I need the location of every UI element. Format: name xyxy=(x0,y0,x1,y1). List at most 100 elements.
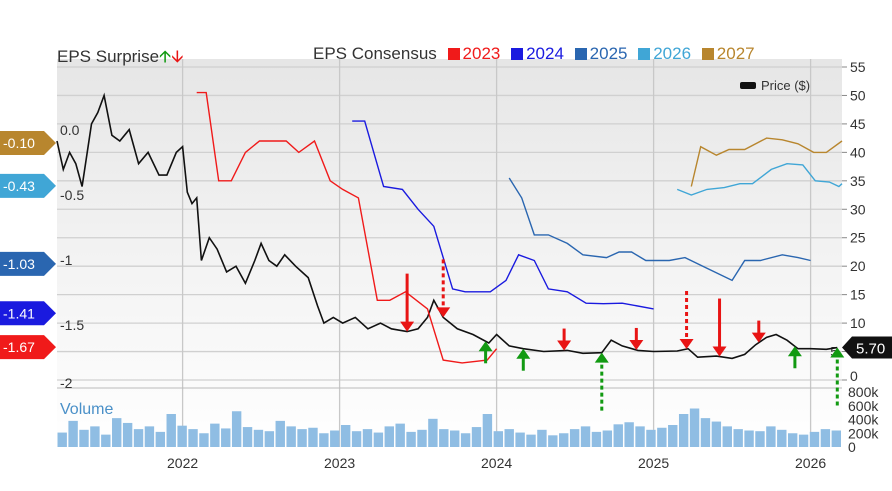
price-tick-label: 20 xyxy=(850,258,866,274)
surprise-flag-2026 xyxy=(0,173,56,198)
price-tick-label: 25 xyxy=(850,230,866,246)
volume-bar xyxy=(297,429,307,447)
volume-bar xyxy=(700,418,711,447)
volume-bar xyxy=(362,429,373,447)
down-arrow-icon xyxy=(712,346,727,357)
surprise-flag-2025 xyxy=(0,251,56,276)
volume-bar xyxy=(471,427,482,447)
volume-bar xyxy=(68,420,78,447)
price-legend: Price ($) xyxy=(740,78,810,93)
volume-bar xyxy=(439,429,449,447)
legend-2023: 2023 xyxy=(447,44,500,64)
volume-bar xyxy=(57,432,67,447)
volume-bar xyxy=(144,426,155,447)
volume-bar xyxy=(330,430,340,447)
down-arrow-icon: 🡫 xyxy=(171,47,184,66)
volume-bar xyxy=(133,429,144,447)
volume-bar xyxy=(820,429,831,447)
surprise-flag-value: -1.41 xyxy=(3,305,35,321)
volume-bar xyxy=(678,414,689,447)
volume-bar xyxy=(264,431,275,447)
volume-bar xyxy=(155,431,166,447)
down-arrow-icon xyxy=(751,332,766,343)
volume-bar xyxy=(210,423,220,447)
volume-tick-label: 0 xyxy=(848,439,856,455)
volume-bar xyxy=(417,429,427,447)
volume-bar xyxy=(591,431,602,447)
volume-tick-label: 400k xyxy=(848,412,879,428)
volume-bar xyxy=(602,430,613,447)
plot-background xyxy=(57,59,842,447)
down-arrow-icon xyxy=(400,321,415,332)
down-arrow-icon xyxy=(436,307,451,318)
up-arrow-icon xyxy=(594,352,609,363)
volume-bar xyxy=(668,425,678,447)
price-tick-label: 45 xyxy=(850,116,866,132)
volume-bar xyxy=(493,431,504,447)
volume-bar xyxy=(253,429,264,447)
series-line-2025 xyxy=(508,177,811,282)
last-price-tag xyxy=(842,336,892,359)
legend-2024: 2024 xyxy=(511,44,564,64)
volume-bar xyxy=(450,430,460,447)
surprise-flag-2027 xyxy=(0,131,56,155)
volume-bar xyxy=(755,431,765,447)
up-arrow-icon xyxy=(787,346,802,357)
volume-bar xyxy=(166,414,176,447)
surprise-flag-value: -0.43 xyxy=(3,178,35,194)
volume-bar xyxy=(384,426,394,447)
price-tick-label: 50 xyxy=(850,87,866,103)
volume-bar xyxy=(809,431,820,447)
surprise-tick-label: 0.0 xyxy=(60,122,80,138)
volume-bar xyxy=(286,426,296,447)
volume-bar xyxy=(744,430,754,447)
x-tick-label: 2022 xyxy=(167,455,198,471)
volume-bar xyxy=(177,425,187,447)
volume-bar xyxy=(308,427,318,447)
volume-bar xyxy=(624,422,634,447)
volume-bar xyxy=(580,426,591,447)
surprise-flag-2024 xyxy=(0,301,56,326)
volume-bar xyxy=(122,422,133,447)
volume-bar xyxy=(526,434,536,447)
price-tick-label: 15 xyxy=(850,287,866,303)
volume-bar xyxy=(188,429,198,447)
x-tick-label: 2025 xyxy=(638,455,669,471)
eps-surprise-label: EPS Surprise xyxy=(57,47,160,66)
volume-bar xyxy=(515,432,525,447)
up-arrow-icon xyxy=(830,347,845,358)
volume-bar xyxy=(231,411,242,447)
legend-2026: 2026 xyxy=(638,44,691,64)
volume-bar xyxy=(613,424,623,447)
x-tick-label: 2026 xyxy=(795,455,826,471)
volume-tick-label: 800k xyxy=(848,384,879,400)
price-tick-label: 0 xyxy=(850,368,858,384)
series-line-2023 xyxy=(196,91,498,364)
volume-tick-label: 600k xyxy=(848,398,879,414)
volume-bar xyxy=(395,423,405,447)
volume-bar xyxy=(482,414,493,447)
last-price-value: 5.70 xyxy=(856,341,885,358)
volume-bar xyxy=(101,434,111,447)
up-arrow-icon xyxy=(478,341,493,352)
volume-bar xyxy=(689,408,700,447)
volume-bar xyxy=(221,428,231,447)
surprise-tick-label: -1.5 xyxy=(60,317,84,333)
legend-2025: 2025 xyxy=(574,44,627,64)
x-tick-label: 2024 xyxy=(481,455,512,471)
price-tick-label: 10 xyxy=(850,315,866,331)
volume-bar xyxy=(199,433,209,447)
volume-bar xyxy=(559,433,569,447)
surprise-flag-2023 xyxy=(0,335,56,360)
series-line-2027 xyxy=(690,137,843,187)
volume-bar xyxy=(112,418,122,447)
volume-bar xyxy=(340,425,351,447)
volume-bar xyxy=(787,433,798,447)
volume-bar xyxy=(722,426,732,447)
price-swatch xyxy=(740,82,756,89)
down-arrow-icon xyxy=(629,339,644,350)
volume-bar xyxy=(831,430,841,447)
legend-2027: 2027 xyxy=(701,44,755,64)
eps-consensus-label: EPS Consensus xyxy=(313,44,437,63)
